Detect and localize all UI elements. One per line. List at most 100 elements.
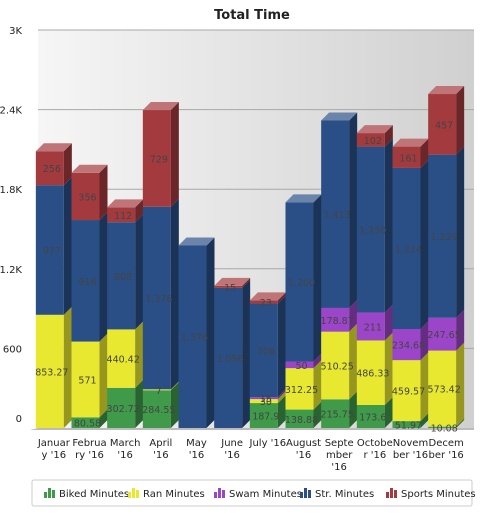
data-label: 138.88: [285, 415, 318, 426]
bar-side: [420, 321, 429, 361]
bar-front: [428, 154, 457, 318]
bar-side: [99, 164, 108, 221]
legend-swatch: [394, 490, 397, 498]
data-label: 102: [364, 136, 382, 147]
x-tick-label: Octobe r '16: [357, 438, 393, 461]
bar-front: [356, 340, 385, 405]
bar-side: [384, 138, 393, 313]
data-label: 1,413: [324, 210, 351, 221]
bar-front: [392, 360, 421, 422]
x-tick-label: Februa ry '16: [72, 438, 106, 461]
legend-label: Swam Minutes: [229, 489, 302, 500]
bar-side: [99, 409, 108, 428]
bar-side: [99, 212, 108, 342]
bar-front: [356, 133, 385, 147]
bar-front: [249, 399, 278, 404]
data-labels: 853.27 977 256 80.58 571 916 356 302.72 440.42 80…: [35, 120, 461, 434]
legend-label: Biked Minutes: [59, 489, 129, 500]
legend-item[interactable]: Str. Minutes: [300, 488, 374, 500]
bar-front: [249, 300, 278, 304]
data-label: 187.9: [252, 412, 279, 423]
bar-top: [35, 143, 72, 152]
data-label: 173.6: [359, 412, 386, 423]
bar-side: [384, 125, 393, 147]
bar-front: [321, 399, 350, 428]
bar-front: [35, 185, 64, 315]
bar-segment: [321, 112, 358, 308]
legend-swatch: [386, 492, 389, 498]
bar-segment: [321, 391, 358, 428]
bar-front: [285, 361, 314, 369]
bar-segment: [285, 194, 322, 362]
bar-front: [71, 341, 100, 418]
bar-front: [428, 94, 457, 155]
data-label: 178.87: [321, 316, 354, 327]
bar-top: [142, 102, 179, 111]
bar-top: [428, 86, 465, 95]
data-label: 706: [257, 346, 275, 357]
bar-segment: [356, 138, 393, 313]
bar-segment: [321, 323, 358, 400]
bar-segment: [35, 177, 72, 315]
data-label: 30: [260, 397, 272, 408]
bar-top: [285, 194, 322, 203]
x-tick-label: Decem ber '16: [429, 438, 464, 461]
bar-segment: [214, 277, 251, 288]
bar-side: [349, 323, 358, 400]
data-label: 571: [78, 375, 96, 386]
bar-side: [349, 391, 358, 428]
bar-front: [142, 206, 171, 390]
bar-side: [277, 395, 286, 428]
bar-segment: [356, 304, 393, 341]
bar-front: [35, 151, 64, 186]
data-label: 916: [78, 277, 96, 288]
bar-side: [349, 299, 358, 332]
bar-side: [135, 379, 144, 428]
legend-label: Str. Minutes: [315, 489, 374, 500]
bar-segment: [356, 396, 393, 428]
bar-segment: [285, 360, 322, 410]
legend-label: Ran Minutes: [143, 489, 205, 500]
data-label: 1,214: [395, 244, 422, 255]
data-label: 7: [156, 386, 162, 397]
bar-segment: [392, 159, 429, 330]
legend-swatch: [136, 490, 139, 498]
y-tick-label: 1.2K: [0, 265, 22, 276]
y-tick-label: 600: [3, 344, 22, 355]
bar-front: [285, 409, 314, 428]
bar-segment: [392, 352, 429, 422]
bar-segment: [392, 413, 429, 428]
bar-segment: [107, 379, 144, 428]
bar-front: [321, 307, 350, 332]
data-label: 10.08: [431, 423, 458, 434]
legend-swatch: [52, 490, 55, 498]
x-tick-label: August '16: [286, 438, 321, 461]
data-label: 459.57: [392, 387, 425, 398]
chart-title: Total Time: [214, 8, 290, 23]
legend-item[interactable]: Sports Minutes: [386, 488, 476, 500]
legend-item[interactable]: Ran Minutes: [128, 488, 205, 500]
legend-item[interactable]: Biked Minutes: [44, 488, 129, 500]
bar-front: [428, 317, 457, 351]
bar-side: [456, 146, 465, 318]
bar-top: [71, 164, 108, 173]
x-tick-label: July '16: [249, 438, 287, 449]
bar-top: [321, 112, 358, 121]
legend-item[interactable]: Swam Minutes: [214, 488, 302, 500]
bar-segment: [71, 164, 108, 221]
bar-segment: [321, 299, 358, 332]
bar-side: [384, 332, 393, 405]
legend-swatch: [390, 488, 393, 498]
y-tick-label: 2.4K: [0, 106, 22, 117]
bar-side: [135, 214, 144, 330]
legend-swatch: [214, 492, 217, 498]
bar-side: [456, 86, 465, 155]
bar-front: [392, 421, 421, 428]
bar-side: [456, 342, 465, 427]
bar-top: [178, 237, 215, 246]
x-tick-label: May '16: [186, 438, 207, 461]
data-label: 15: [224, 283, 236, 294]
bar-top: [356, 125, 393, 134]
bar-front: [214, 287, 243, 428]
